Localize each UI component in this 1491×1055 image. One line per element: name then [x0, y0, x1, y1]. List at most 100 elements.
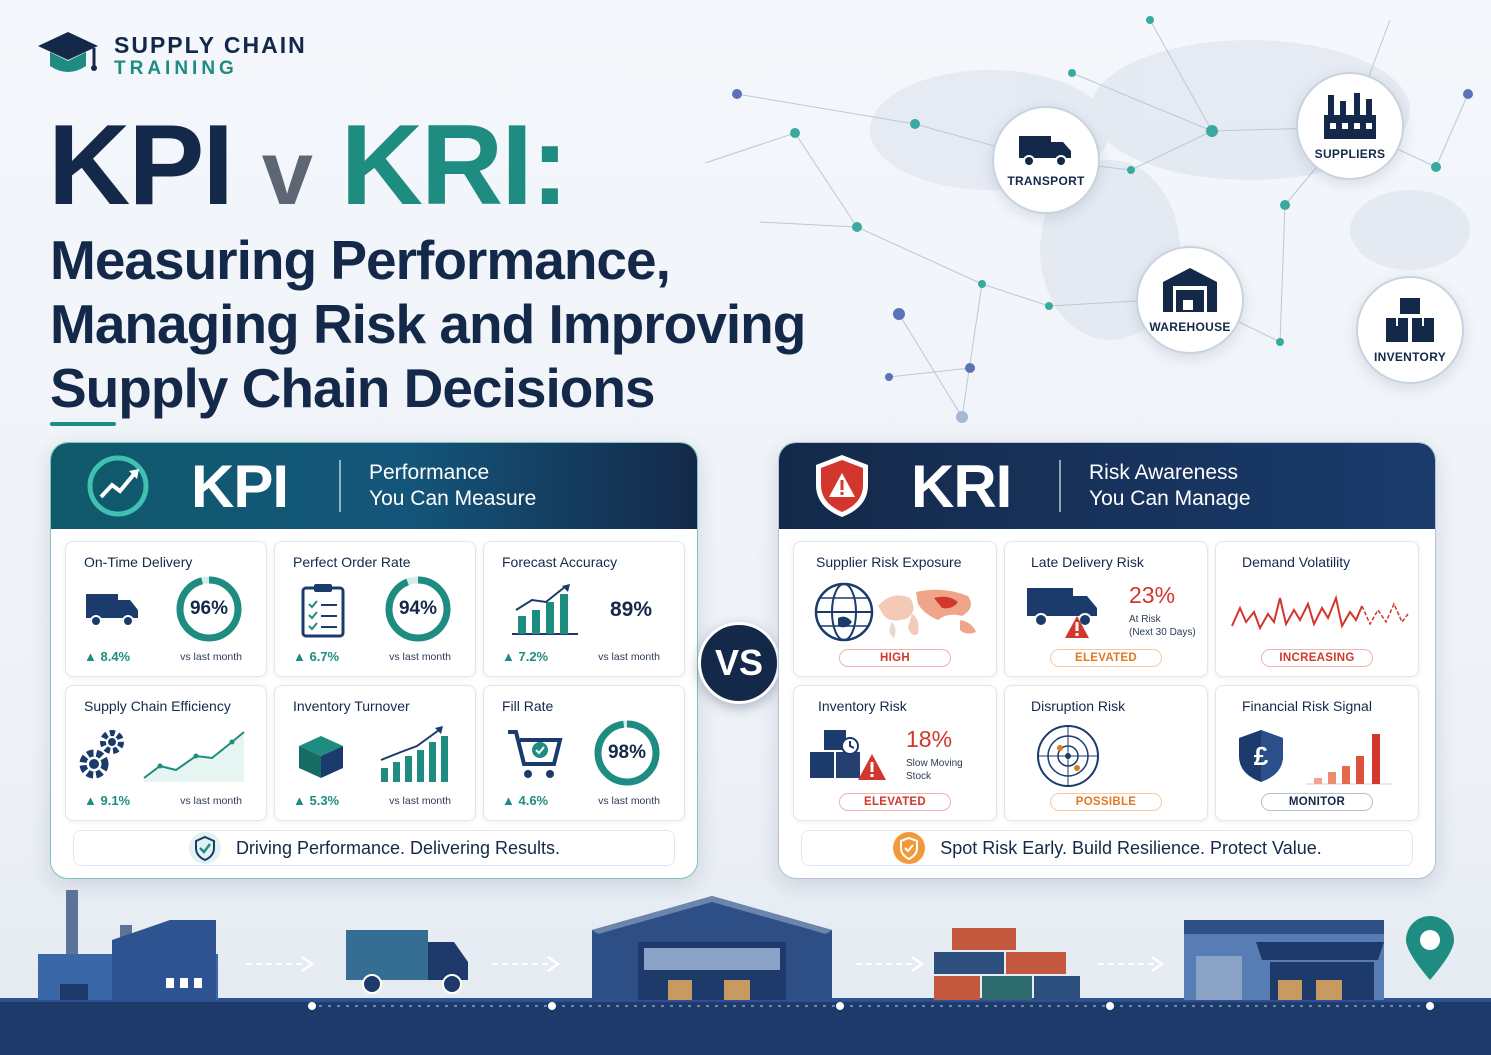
kri-card-financial-risk-signal: Financial Risk Signal £ MONITOR	[1215, 685, 1419, 821]
volatility-line-icon	[1231, 594, 1409, 631]
card-value: 98%	[607, 742, 647, 763]
truck-warning-icon	[1027, 588, 1097, 638]
card-title: Fill Rate	[502, 698, 554, 714]
globe-icon	[814, 582, 874, 642]
kpi-card-on-time-delivery: On-Time Delivery 96% ▲ 8.4% vs last mont…	[65, 541, 267, 677]
subtitle-line-3: Supply Chain Decisions	[50, 357, 656, 419]
card-note-line-1: At Risk	[1129, 614, 1161, 625]
kpi-tagline-2: You Can Measure	[369, 487, 537, 510]
percentage-ring	[594, 720, 660, 786]
network-node-warehouse: WAREHOUSE	[1136, 246, 1244, 354]
kpi-panel-header: KPI Performance You Can Measure	[51, 443, 697, 529]
kpi-tagline-1: Performance	[369, 461, 490, 484]
truck-icon	[86, 594, 138, 627]
brand-name: SUPPLY CHAIN	[114, 32, 307, 58]
efficiency-trend-icon	[143, 731, 245, 782]
boxes-icon	[1386, 298, 1434, 342]
svg-text:£: £	[1254, 741, 1269, 771]
kri-tagline-2: You Can Manage	[1089, 487, 1251, 510]
network-map: TRANSPORT SUPPLIERS WAREHOUSE INVENTORY	[690, 0, 1491, 450]
network-node-inventory: INVENTORY	[1356, 276, 1464, 384]
kri-card-supplier-risk-exposure: Supplier Risk Exposure HIGH	[793, 541, 997, 677]
card-value: 89%	[609, 598, 652, 621]
brand-logo: SUPPLY CHAIN TRAINING	[36, 30, 307, 82]
headline-v: v	[261, 122, 313, 224]
orange-shield-icon	[893, 832, 926, 864]
headline-kpi: KPI	[48, 102, 234, 229]
supply-chain-scene-graphic	[0, 890, 1491, 1055]
kri-panel: KRI Risk Awareness You Can Manage Suppli…	[778, 442, 1436, 879]
kpi-panel: KPI Performance You Can Measure On-Time …	[50, 442, 698, 879]
kri-title: KRI	[911, 452, 1012, 520]
card-delta: ▲ 4.6%	[502, 793, 549, 808]
risk-level-badge: ELEVATED	[1050, 649, 1162, 667]
kri-card-grid: Supplier Risk Exposure HIGH Late Deli	[793, 541, 1419, 821]
card-note-line-2: Stock	[906, 771, 932, 782]
card-delta-note: vs last month	[180, 795, 242, 807]
factory-icon	[1324, 93, 1376, 139]
risk-level-badge: MONITOR	[1261, 793, 1373, 811]
clipboard-icon	[301, 584, 345, 638]
card-delta-note: vs last month	[389, 795, 451, 807]
headline-kri: KRI:	[340, 102, 569, 229]
cart-icon	[508, 730, 563, 778]
kri-tagline: Risk Awareness You Can Manage	[1089, 460, 1251, 512]
risk-level-badge: HIGH	[839, 649, 951, 667]
kpi-card-fill-rate: Fill Rate 98% ▲ 4.6% vs last month	[483, 685, 685, 821]
card-delta: ▲ 9.1%	[84, 793, 131, 808]
subtitle-underline	[50, 422, 116, 426]
headline: KPI v KRI:	[48, 106, 569, 233]
percentage-ring	[385, 576, 451, 642]
card-value: 23%	[1129, 582, 1176, 608]
box-icon	[299, 736, 343, 778]
card-delta: ▲ 5.3%	[293, 793, 340, 808]
kri-card-late-delivery-risk: Late Delivery Risk 23% At Risk (Next 30 …	[1004, 541, 1208, 677]
card-delta-note: vs last month	[598, 651, 660, 663]
card-note: Slow Moving Stock	[906, 757, 963, 783]
card-note: At Risk (Next 30 Days)	[1129, 613, 1196, 639]
risk-level-badge: ELEVATED	[839, 793, 951, 811]
card-title: Supplier Risk Exposure	[816, 554, 962, 570]
kpi-footer: Driving Performance. Delivering Results.	[73, 830, 675, 866]
gears-icon	[79, 730, 124, 779]
graduation-cap-icon	[38, 32, 98, 72]
factory-building	[38, 890, 218, 1000]
growth-circle-icon	[87, 455, 149, 517]
kpi-card-forecast-accuracy: Forecast Accuracy 89% ▲ 7.2% vs last mon…	[483, 541, 685, 677]
card-delta-note: vs last month	[389, 651, 451, 663]
kpi-footer-text: Driving Performance. Delivering Results.	[235, 837, 561, 858]
risk-heatmap-icon	[878, 589, 976, 638]
header-divider	[1059, 460, 1061, 512]
card-value: 96%	[189, 598, 229, 619]
card-delta: ▲ 8.4%	[84, 649, 131, 664]
kpi-card-supply-chain-efficiency: Supply Chain Efficiency ▲ 9.1% vs last m…	[65, 685, 267, 821]
network-node-suppliers: SUPPLIERS	[1296, 72, 1404, 180]
card-delta: ▲ 7.2%	[502, 649, 549, 664]
warehouse-icon	[1163, 268, 1217, 312]
kri-panel-header: KRI Risk Awareness You Can Manage	[779, 443, 1435, 529]
network-node-label: INVENTORY	[1373, 350, 1447, 364]
turnover-bars-icon	[380, 726, 448, 782]
card-delta: ▲ 6.7%	[293, 649, 340, 664]
network-node-label: TRANSPORT	[1007, 174, 1085, 188]
kpi-card-perfect-order-rate: Perfect Order Rate 94% ▲ 6.7% vs last mo…	[274, 541, 476, 677]
card-value: 94%	[398, 598, 438, 619]
card-title: Forecast Accuracy	[502, 554, 618, 570]
network-lines-graphic	[704, 16, 1473, 423]
card-title: Demand Volatility	[1242, 554, 1351, 570]
card-title: Inventory Turnover	[293, 698, 410, 714]
kri-footer-text: Spot Risk Early. Build Resilience. Prote…	[940, 837, 1322, 858]
header-divider	[339, 460, 341, 512]
boxes-warning-icon	[810, 730, 886, 780]
card-note-line-2: (Next 30 Days)	[1129, 627, 1196, 638]
bar-chart-icon	[512, 584, 578, 635]
card-title: On-Time Delivery	[84, 554, 193, 570]
kri-tagline-1: Risk Awareness	[1089, 461, 1239, 484]
network-node-label: SUPPLIERS	[1314, 147, 1386, 161]
radar-icon	[1037, 725, 1099, 787]
risk-level-badge: INCREASING	[1261, 649, 1373, 667]
card-title: Perfect Order Rate	[293, 554, 411, 570]
kri-card-disruption-risk: Disruption Risk POSSIBLE	[1004, 685, 1208, 821]
card-value: 18%	[906, 726, 953, 752]
truck-icon	[1019, 136, 1071, 167]
